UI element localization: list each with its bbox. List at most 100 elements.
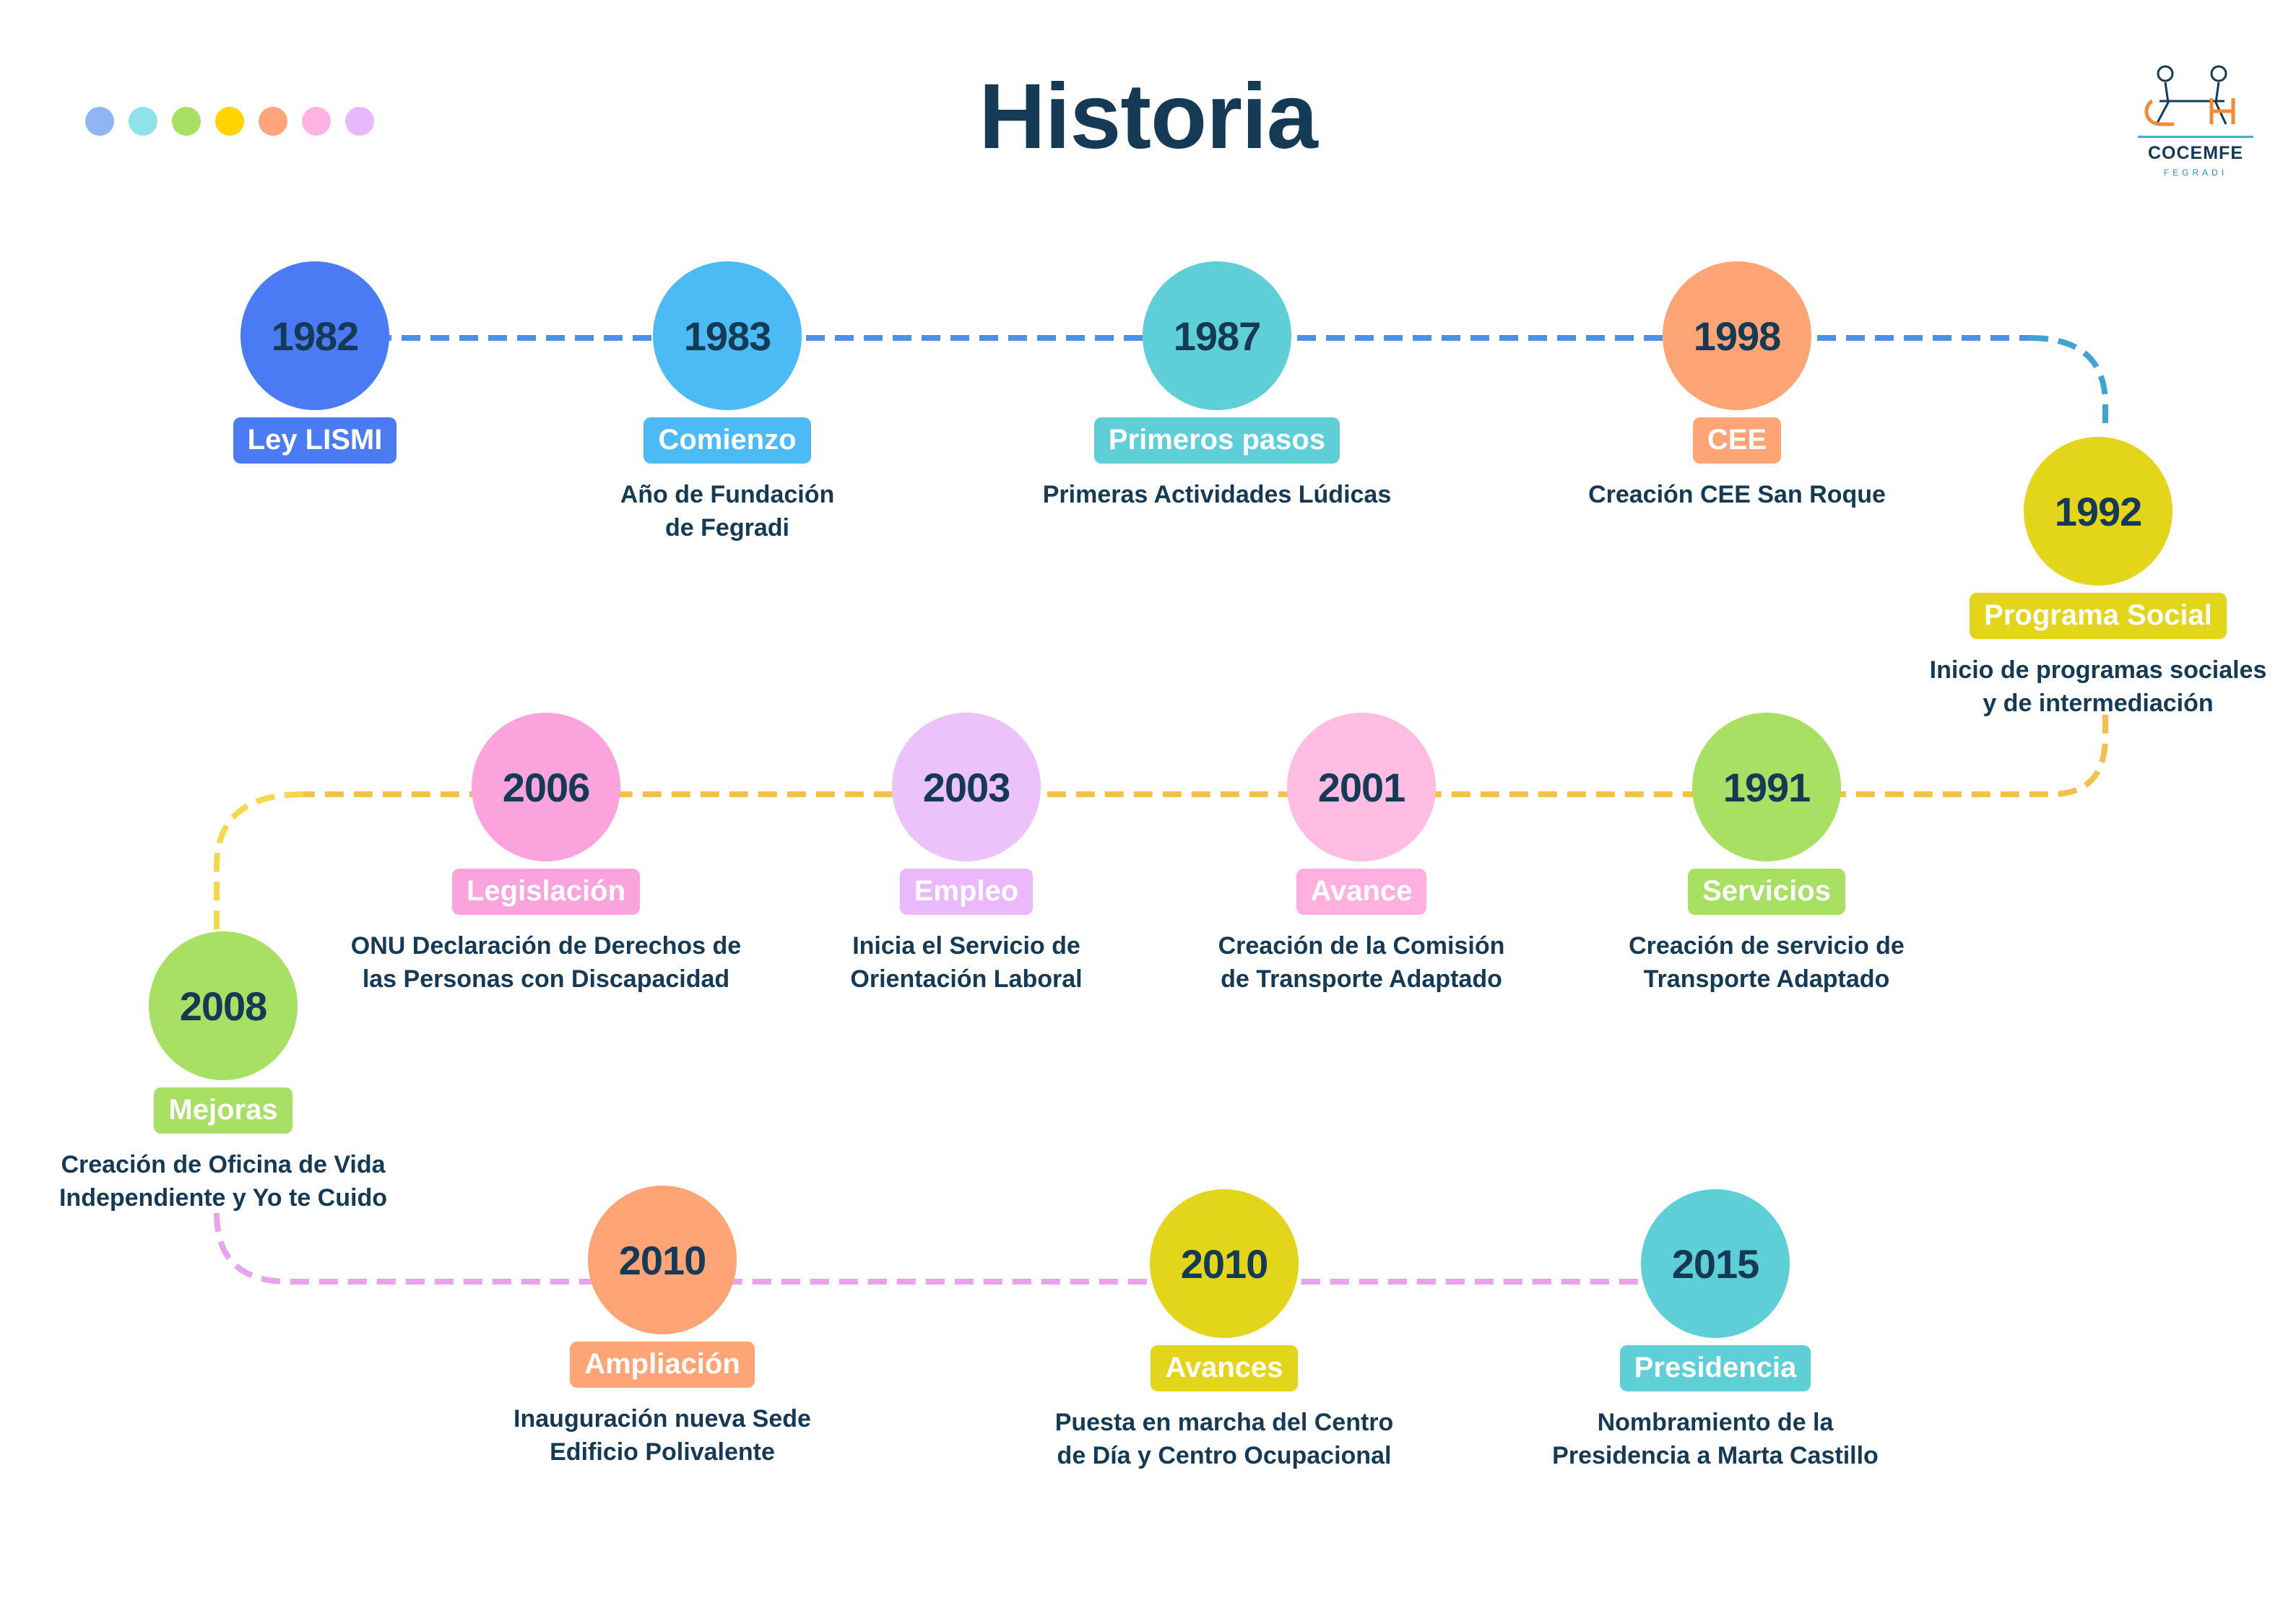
event-description-line: Creación de la Comisión: [1218, 932, 1505, 960]
timeline-event: 2001 Avance Creación de la Comisión de Tran…: [1138, 713, 1585, 993]
logo-subtitle: FEGRADI: [2163, 168, 2228, 178]
event-description: Año de Fundación de Fegradi: [503, 478, 951, 544]
path-connector-2: [303, 715, 2108, 797]
event-year-circle: 1992: [2024, 437, 2172, 586]
event-year-circle: 1991: [1692, 713, 1841, 861]
event-year-circle: 1998: [1663, 261, 1811, 410]
timeline-event: 1987 Primeros pasos Primeras Actividades L…: [993, 261, 1441, 536]
event-description-line: Creación de Oficina de Vida: [61, 1151, 386, 1178]
page-title: Historia: [979, 65, 1318, 168]
event-tag: Primeros pasos: [1093, 417, 1340, 464]
event-tag-row: Avance: [1138, 869, 1585, 915]
timeline-event: 2008 Mejoras Creación de Oficina de Vida In…: [0, 931, 447, 1212]
event-tag-row: Programa Social: [1874, 593, 2296, 639]
event-tag-row: Legislación: [322, 869, 770, 915]
event-tag-row: Ley LISMI: [91, 417, 539, 464]
event-tag-row: Primeros pasos: [993, 417, 1441, 464]
event-year-circle: 2003: [892, 713, 1041, 861]
timeline-event: 2006 Legislación ONU Declaración de Derech…: [322, 713, 770, 993]
event-description-line: Creación CEE San Roque: [1588, 481, 1886, 508]
timeline-event: 1992 Programa Social Inicio de programas s…: [1874, 437, 2296, 717]
event-tag-row: Mejoras: [0, 1087, 447, 1134]
palette-dot: [129, 107, 157, 136]
event-description: Inicio de programas sociales y de interme…: [1874, 653, 2296, 720]
timeline-event: 1991 Servicios Creación de servicio de Tran…: [1543, 713, 1990, 993]
logo-name: COCEMFE: [2148, 143, 2243, 163]
event-description-line: Transporte Adaptado: [1643, 965, 1890, 993]
event-description-line: Nombramiento de la: [1597, 1409, 1834, 1436]
event-tag: Avance: [1296, 869, 1427, 915]
event-tag-row: CEE: [1513, 417, 1961, 464]
event-year-circle: 1983: [653, 261, 802, 410]
event-description-line: Puesta en marcha del Centro: [1054, 1409, 1394, 1436]
timeline-event: 2003 Empleo Inicia el Servicio de Orientaci…: [742, 713, 1190, 993]
event-description: Creación de Oficina de Vida Independiente…: [0, 1148, 447, 1214]
event-tag-row: Comienzo: [503, 417, 951, 464]
event-description: Nombramiento de la Presidencia a Marta Ca…: [1491, 1406, 1939, 1472]
event-year-circle: 2001: [1287, 713, 1436, 861]
event-tag-row: Presidencia: [1491, 1345, 1939, 1391]
event-year-circle: 1982: [241, 261, 389, 410]
event-description: Creación de la Comisión de Transporte Ada…: [1138, 929, 1585, 996]
people-at-table-icon: [2144, 65, 2235, 126]
timeline-event: 1998 CEE Creación CEE San Roque: [1513, 261, 1961, 536]
event-tag: Avances: [1151, 1345, 1298, 1391]
event-description: Creación CEE San Roque: [1513, 478, 1961, 511]
palette-dots: [85, 107, 374, 136]
palette-dot: [172, 107, 201, 136]
event-year-circle: 2008: [149, 931, 298, 1080]
timeline-event: 2010 Avances Puesta en marcha del Centro de…: [1000, 1189, 1448, 1469]
event-description: Creación de servicio de Transporte Adapta…: [1543, 929, 1990, 996]
event-description-line: Inicio de programas sociales: [1929, 656, 2267, 684]
event-tag: Ley LISMI: [233, 417, 397, 464]
event-description: Inauguración nueva Sede Edificio Polivale…: [438, 1402, 886, 1469]
palette-dot: [85, 107, 114, 136]
event-description-line: de Fegradi: [665, 514, 789, 542]
event-year-circle: 2006: [472, 713, 620, 861]
event-description-line: Año de Fundación: [620, 481, 835, 508]
event-description-line: las Personas con Discapacidad: [362, 965, 730, 993]
timeline-event: 2010 Ampliación Inauguración nueva Sede Edi…: [438, 1186, 886, 1466]
event-year-circle: 2010: [1150, 1189, 1299, 1338]
event-description-line: Orientación Laboral: [850, 965, 1083, 993]
palette-dot: [302, 107, 331, 136]
event-description-line: ONU Declaración de Derechos de: [350, 932, 742, 960]
event-description-line: Presidencia a Marta Castillo: [1552, 1442, 1879, 1469]
event-description-line: y de intermediación: [1983, 690, 2214, 717]
event-description-line: Inicia el Servicio de: [852, 932, 1080, 960]
logo: COCEMFE FEGRADI: [2131, 58, 2261, 181]
path-row-3: [214, 1212, 1647, 1285]
palette-dot: [345, 107, 374, 136]
event-description-line: Inauguración nueva Sede: [514, 1405, 811, 1433]
event-tag-row: Servicios: [1543, 869, 1990, 915]
logo-divider: [2138, 136, 2253, 138]
timeline-event: 2015 Presidencia Nombramiento de la Preside…: [1491, 1189, 1939, 1469]
event-year-circle: 2015: [1641, 1189, 1790, 1338]
event-description-line: Edificio Polivalente: [550, 1438, 775, 1466]
event-tag: Comienzo: [644, 417, 811, 464]
event-description-line: de Día y Centro Ocupacional: [1057, 1442, 1392, 1469]
event-tag-row: Ampliación: [438, 1342, 886, 1388]
timeline-event: 1982 Ley LISMI: [91, 261, 539, 536]
event-description-line: de Transporte Adaptado: [1221, 965, 1502, 993]
event-tag: Programa Social: [1970, 593, 2227, 639]
event-description: Inicia el Servicio de Orientación Laboral: [742, 929, 1190, 996]
event-tag: Mejoras: [154, 1087, 293, 1134]
event-description-line: Creación de servicio de: [1629, 932, 1905, 960]
event-description-line: Primeras Actividades Lúdicas: [1042, 481, 1392, 508]
event-description-line: Independiente y Yo te Cuido: [59, 1184, 387, 1212]
event-tag: Presidencia: [1619, 1345, 1811, 1391]
event-description: Puesta en marcha del Centro de Día y Cent…: [1000, 1406, 1448, 1472]
palette-dot: [215, 107, 244, 136]
event-description: ONU Declaración de Derechos de las Person…: [322, 929, 770, 996]
event-tag: Empleo: [899, 869, 1034, 915]
event-year-circle: 2010: [588, 1186, 737, 1334]
event-tag: Legislación: [451, 869, 641, 915]
palette-dot: [259, 107, 287, 136]
event-tag-row: Avances: [1000, 1345, 1448, 1391]
event-tag-row: Empleo: [742, 869, 1190, 915]
event-tag: CEE: [1692, 417, 1782, 464]
timeline-event: 1983 Comienzo Año de Fundación de Fegradi: [503, 261, 951, 542]
event-tag: Ampliación: [570, 1342, 755, 1388]
